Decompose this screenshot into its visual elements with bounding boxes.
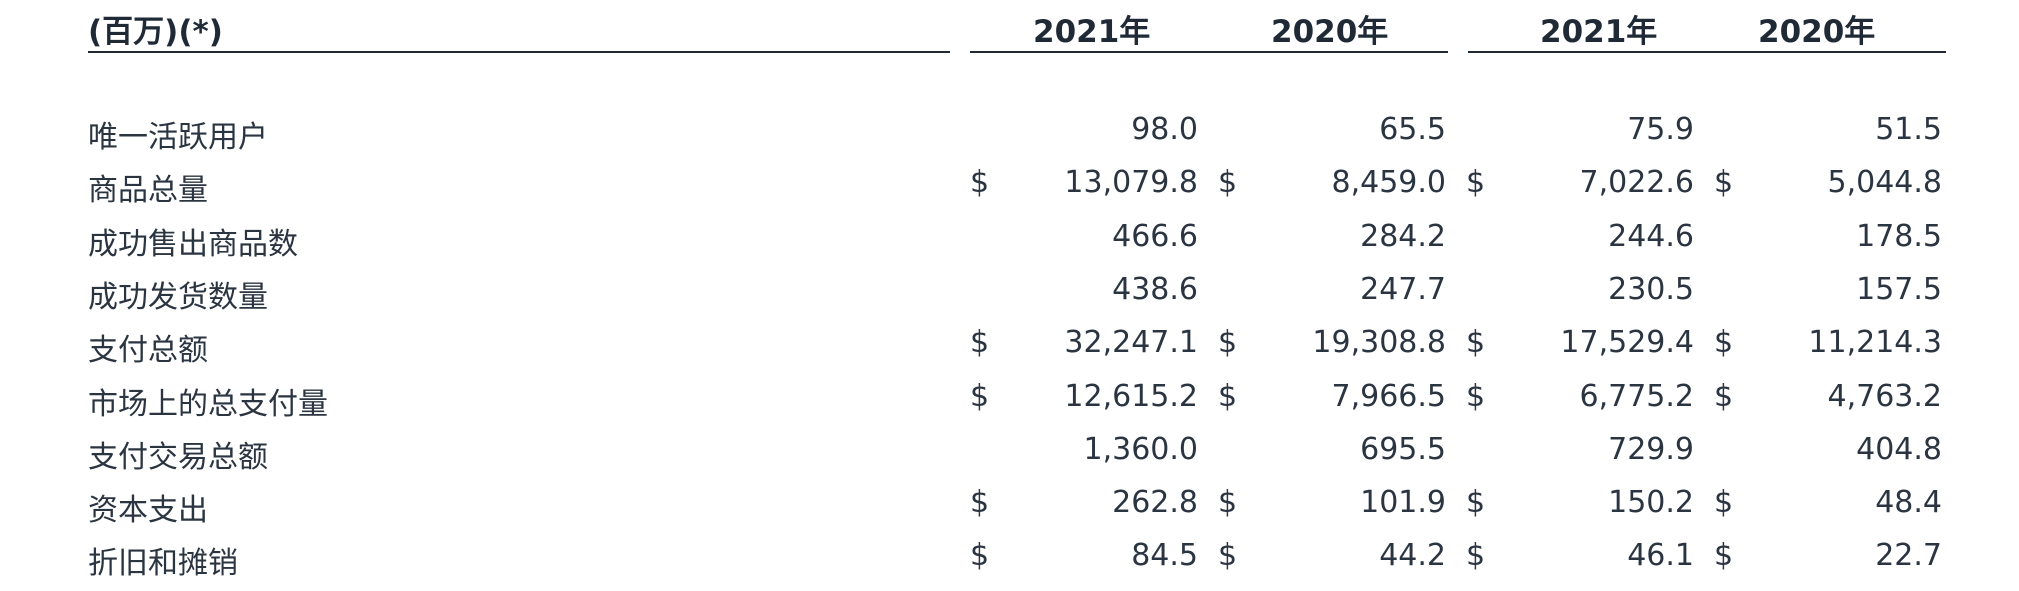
value-cell: 32,247.1: [1064, 325, 1198, 361]
value-cell: 7,966.5: [1331, 378, 1446, 414]
value-cell: 51.5: [1875, 112, 1942, 147]
currency-symbol: $: [1218, 165, 1238, 201]
table-row: 成功售出商品数 466.6 284.2 244.6 178.5: [88, 215, 1942, 267]
value-cell: 98.0: [1131, 112, 1198, 147]
header-rule-group-1: [970, 51, 1448, 53]
column-header-2021-b: 2021年: [1540, 14, 1658, 50]
currency-symbol: $: [1466, 325, 1486, 361]
table-row: 市场上的总支付量 $12,615.2 $7,966.5 $6,775.2 $4,763.…: [88, 375, 1942, 427]
value-cell: 247.7: [1360, 271, 1446, 307]
value-cell: 11,214.3: [1808, 325, 1942, 361]
value-cell: 19,308.8: [1312, 325, 1446, 361]
value-cell: 7,022.6: [1579, 165, 1694, 201]
table-row: 商品总量 $13,079.8 $8,459.0 $7,022.6 $5,044.8: [88, 161, 1942, 213]
currency-symbol: $: [1466, 538, 1486, 574]
row-label: 折旧和摊销: [88, 546, 238, 582]
table-row: 支付交易总额 1,360.0 695.5 729.9 404.8: [88, 428, 1942, 480]
value-cell: 284.2: [1360, 218, 1446, 254]
value-cell: 48.4: [1875, 485, 1942, 521]
value-cell: 5,044.8: [1827, 165, 1942, 201]
currency-symbol: $: [970, 325, 990, 361]
value-cell: 178.5: [1856, 218, 1942, 254]
header-rule-label: [88, 51, 950, 53]
row-label: 支付交易总额: [88, 439, 268, 475]
value-cell: 84.5: [1131, 538, 1198, 574]
value-cell: 22.7: [1875, 538, 1942, 574]
row-label: 资本支出: [88, 493, 208, 529]
table-row: 唯一活跃用户 98.0 65.5 75.9 51.5: [88, 108, 1942, 160]
table-row: 成功发货数量 438.6 247.7 230.5 157.5: [88, 268, 1942, 320]
value-cell: 1,360.0: [1083, 431, 1198, 467]
currency-symbol: $: [1466, 485, 1486, 521]
currency-symbol: $: [1218, 378, 1238, 414]
value-cell: 65.5: [1379, 112, 1446, 147]
value-cell: 75.9: [1627, 112, 1694, 147]
currency-symbol: $: [970, 165, 990, 201]
column-header-2021-a: 2021年: [1033, 14, 1151, 50]
value-cell: 150.2: [1608, 485, 1694, 521]
currency-symbol: $: [970, 378, 990, 414]
value-cell: 729.9: [1608, 431, 1694, 467]
currency-symbol: $: [1218, 538, 1238, 574]
header-rule-group-2: [1468, 51, 1946, 53]
value-cell: 8,459.0: [1331, 165, 1446, 201]
value-cell: 157.5: [1856, 271, 1942, 307]
value-cell: 6,775.2: [1579, 378, 1694, 414]
currency-symbol: $: [1714, 378, 1734, 414]
value-cell: 695.5: [1360, 431, 1446, 467]
row-label: 唯一活跃用户: [88, 120, 268, 155]
currency-symbol: $: [970, 485, 990, 521]
currency-symbol: $: [1714, 538, 1734, 574]
currency-symbol: $: [970, 538, 990, 574]
value-cell: 12,615.2: [1064, 378, 1198, 414]
value-cell: 230.5: [1608, 271, 1694, 307]
unit-label: (百万)(*): [88, 14, 223, 50]
value-cell: 44.2: [1379, 538, 1446, 574]
table-row: 折旧和摊销 $84.5 $44.2 $46.1 $22.7: [88, 534, 1942, 586]
currency-symbol: $: [1714, 485, 1734, 521]
row-label: 成功发货数量: [88, 279, 268, 315]
value-cell: 244.6: [1608, 218, 1694, 254]
currency-symbol: $: [1714, 325, 1734, 361]
currency-symbol: $: [1218, 485, 1238, 521]
row-label: 商品总量: [88, 173, 208, 209]
row-label: 成功售出商品数: [88, 226, 298, 262]
table-row: 支付总额 $32,247.1 $19,308.8 $17,529.4 $11,214.3: [88, 321, 1942, 373]
currency-symbol: $: [1714, 165, 1734, 201]
value-cell: 13,079.8: [1064, 165, 1198, 201]
value-cell: 101.9: [1360, 485, 1446, 521]
currency-symbol: $: [1466, 378, 1486, 414]
table-row: 资本支出 $262.8 $101.9 $150.2 $48.4: [88, 481, 1942, 533]
value-cell: 466.6: [1112, 218, 1198, 254]
value-cell: 404.8: [1856, 431, 1942, 467]
currency-symbol: $: [1466, 165, 1486, 201]
row-label: 支付总额: [88, 333, 208, 369]
row-label: 市场上的总支付量: [88, 386, 328, 422]
value-cell: 438.6: [1112, 271, 1198, 307]
column-header-2020-b: 2020年: [1758, 14, 1876, 50]
table-header: (百万)(*) 2021年 2020年 2021年 2020年: [88, 0, 1928, 54]
currency-symbol: $: [1218, 325, 1238, 361]
value-cell: 4,763.2: [1827, 378, 1942, 414]
value-cell: 46.1: [1627, 538, 1694, 574]
column-header-2020-a: 2020年: [1271, 14, 1389, 50]
value-cell: 17,529.4: [1560, 325, 1694, 361]
value-cell: 262.8: [1112, 485, 1198, 521]
